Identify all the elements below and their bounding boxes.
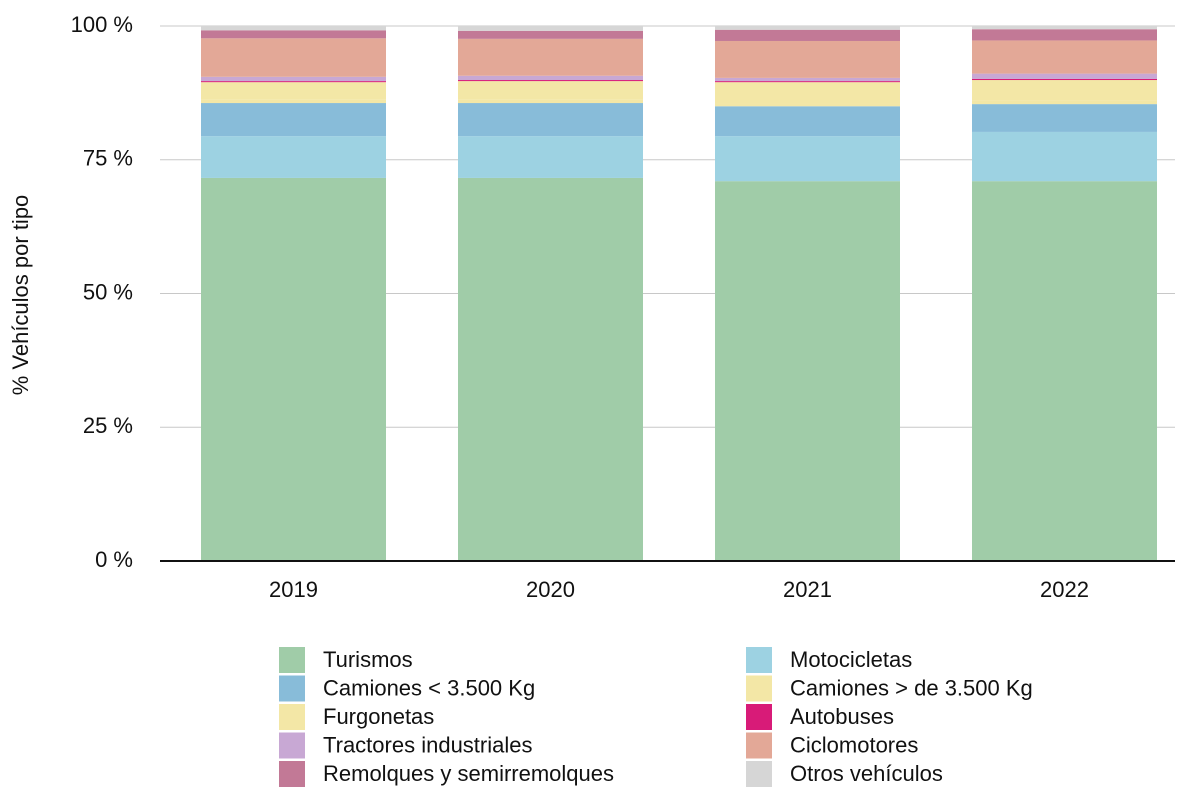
- legend-label: Camiones > de 3.500 Kg: [790, 675, 1033, 700]
- legend-label: Otros vehículos: [790, 761, 943, 786]
- legend-swatch: [746, 732, 772, 759]
- legend-swatch: [279, 647, 305, 673]
- bar-segment: [972, 40, 1157, 74]
- bar-segment: [715, 181, 900, 561]
- y-axis-label: % Vehículos por tipo: [8, 195, 33, 396]
- bar-segment: [972, 29, 1157, 41]
- legend-label: Ciclomotores: [790, 732, 918, 757]
- bar-segment: [458, 136, 643, 178]
- x-tick-label: 2022: [1040, 577, 1089, 602]
- bar-segment: [201, 136, 386, 178]
- legend-swatch: [746, 704, 772, 730]
- bar-segment: [972, 78, 1157, 81]
- x-tick-label: 2019: [269, 577, 318, 602]
- bar-segment: [972, 26, 1157, 30]
- bar-segment: [458, 38, 643, 76]
- bar-segment: [201, 38, 386, 77]
- bar-segment: [715, 81, 900, 83]
- bar-segment: [201, 99, 386, 104]
- bar-segment: [201, 103, 386, 137]
- bar-segment: [715, 26, 900, 30]
- legend-label: Motocicletas: [790, 647, 912, 672]
- bar-segment: [458, 80, 643, 82]
- legend-label: Remolques y semirremolques: [323, 761, 614, 786]
- bar-segment: [458, 81, 643, 100]
- bar-segment: [972, 131, 1157, 182]
- legend-swatch: [746, 675, 772, 702]
- legend-swatch: [279, 675, 305, 702]
- y-tick-label: 100 %: [71, 12, 133, 37]
- legend-swatch: [279, 732, 305, 759]
- bar-segment: [715, 136, 900, 182]
- bar-segment: [972, 181, 1157, 561]
- legend-swatch: [279, 704, 305, 730]
- y-tick-label: 75 %: [83, 146, 133, 171]
- bar-segment: [458, 103, 643, 137]
- y-tick-label: 50 %: [83, 279, 133, 304]
- legend-label: Furgonetas: [323, 704, 434, 729]
- bar-segment: [201, 76, 386, 82]
- bar-segment: [715, 82, 900, 104]
- bar-segment: [458, 177, 643, 561]
- legend-swatch: [746, 647, 772, 673]
- legend-swatch: [279, 761, 305, 787]
- legend-label: Autobuses: [790, 704, 894, 729]
- bar-segment: [972, 100, 1157, 105]
- bar-segment: [715, 106, 900, 137]
- legend-label: Turismos: [323, 647, 413, 672]
- legend-label: Tractores industriales: [323, 732, 532, 757]
- x-tick-label: 2021: [783, 577, 832, 602]
- bar-segment: [458, 75, 643, 81]
- bar-segment: [201, 26, 386, 31]
- bar-segment: [715, 29, 900, 41]
- legend-label: Camiones < 3.500 Kg: [323, 675, 535, 700]
- y-tick-label: 25 %: [83, 413, 133, 438]
- bar-segment: [201, 177, 386, 561]
- bar-segment: [972, 80, 1157, 101]
- bar-segment: [201, 81, 386, 83]
- x-tick-label: 2020: [526, 577, 575, 602]
- bar-segment: [972, 104, 1157, 132]
- bar-segment: [972, 73, 1157, 79]
- bar-segment: [201, 82, 386, 100]
- bar-segment: [715, 77, 900, 82]
- bar-segment: [715, 103, 900, 107]
- y-tick-label: 0 %: [95, 547, 133, 572]
- bar-segment: [715, 40, 900, 78]
- bar-segment: [458, 30, 643, 39]
- bar-segment: [201, 30, 386, 39]
- bar-segment: [458, 99, 643, 104]
- bar-segment: [458, 26, 643, 31]
- legend-swatch: [746, 761, 772, 787]
